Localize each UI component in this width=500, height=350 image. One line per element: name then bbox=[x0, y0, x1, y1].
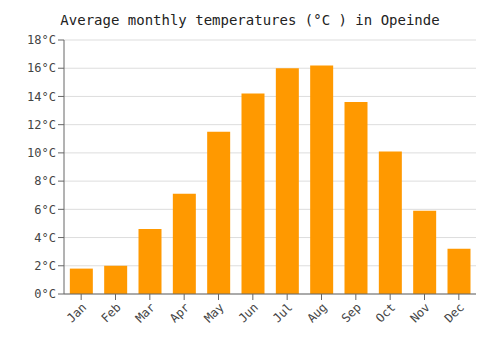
svg-text:Aug: Aug bbox=[304, 300, 329, 325]
svg-text:Nov: Nov bbox=[407, 300, 432, 325]
svg-text:Sep: Sep bbox=[339, 300, 364, 325]
svg-text:May: May bbox=[201, 300, 226, 325]
svg-text:Dec: Dec bbox=[442, 300, 467, 325]
svg-text:8°C: 8°C bbox=[34, 174, 56, 188]
svg-text:2°C: 2°C bbox=[34, 259, 56, 273]
svg-text:4°C: 4°C bbox=[34, 231, 56, 245]
svg-text:10°C: 10°C bbox=[27, 146, 56, 160]
svg-text:Jun: Jun bbox=[236, 300, 261, 325]
svg-text:16°C: 16°C bbox=[27, 61, 56, 75]
svg-text:18°C: 18°C bbox=[27, 33, 56, 47]
html-text:Average monthly temperatures (: Average monthly temperatures (°C ) in Op… bbox=[60, 12, 440, 28]
svg-text:Jul: Jul bbox=[270, 300, 295, 325]
svg-text:12°C: 12°C bbox=[27, 118, 56, 132]
svg-text:Jan: Jan bbox=[64, 300, 89, 325]
svg-text:14°C: 14°C bbox=[27, 90, 56, 104]
svg-text:6°C: 6°C bbox=[34, 203, 56, 217]
svg-text:Feb: Feb bbox=[98, 300, 123, 325]
svg-text:0°C: 0°C bbox=[34, 287, 56, 301]
svg-text:Apr: Apr bbox=[167, 300, 192, 325]
svg-text:Mar: Mar bbox=[133, 300, 158, 325]
svg-text:Oct: Oct bbox=[373, 300, 398, 325]
